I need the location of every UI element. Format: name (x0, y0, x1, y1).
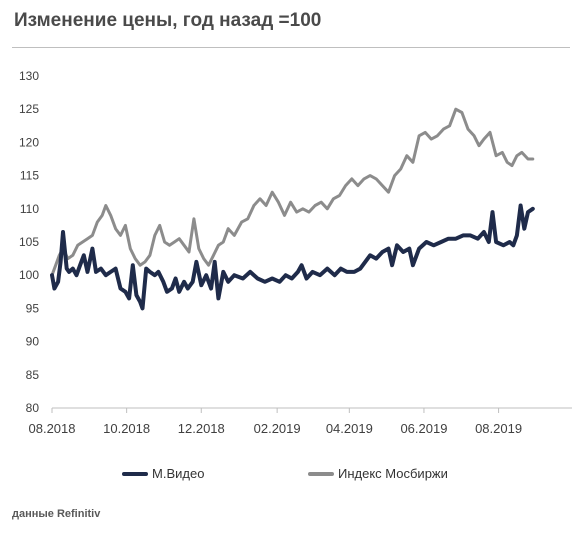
y-tick-label: 125 (19, 102, 39, 116)
y-tick-label: 90 (26, 335, 40, 349)
x-tick-label: 02.2019 (254, 421, 301, 436)
x-axis: 08.2018 10.2018 12.2018 02.2019 04.2019 06.20… (29, 421, 523, 436)
y-tick-label: 100 (19, 268, 39, 282)
series-layer (50, 107, 535, 311)
y-tick-label: 115 (20, 169, 39, 183)
x-tick-label: 04.2019 (326, 421, 373, 436)
legend: М.Видео Индекс Мосбиржи (0, 466, 581, 484)
x-tick-label: 08.2018 (29, 421, 76, 436)
title-divider (12, 47, 570, 48)
y-tick-label: 110 (20, 202, 39, 216)
legend-swatch-moex (308, 471, 334, 476)
legend-item-moex: Индекс Мосбиржи (308, 466, 448, 481)
legend-label-moex: Индекс Мосбиржи (338, 466, 448, 481)
x-axis-ticks (51, 408, 500, 413)
source-note: данные Refinitiv (12, 508, 101, 520)
series-line-moex (50, 107, 535, 277)
y-tick-label: 120 (19, 135, 39, 149)
y-tick-label: 85 (26, 368, 40, 382)
legend-item-mvideo: М.Видео (122, 466, 204, 481)
x-tick-label: 06.2019 (400, 421, 447, 436)
chart-title: Изменение цены, год назад =100 (14, 10, 322, 31)
y-axis: 130 125 120 115 110 105 100 95 90 85 80 (19, 69, 39, 415)
legend-label-mvideo: М.Видео (152, 466, 205, 481)
y-tick-label: 130 (19, 69, 39, 83)
x-tick-label: 08.2019 (475, 421, 522, 436)
legend-swatch-mvideo (122, 471, 148, 476)
series-line-mvideo (50, 203, 535, 311)
x-tick-label: 12.2018 (178, 421, 225, 436)
y-tick-label: 95 (26, 301, 40, 315)
x-tick-label: 10.2018 (103, 421, 150, 436)
y-tick-label: 80 (26, 401, 40, 415)
y-tick-label: 105 (19, 235, 39, 249)
